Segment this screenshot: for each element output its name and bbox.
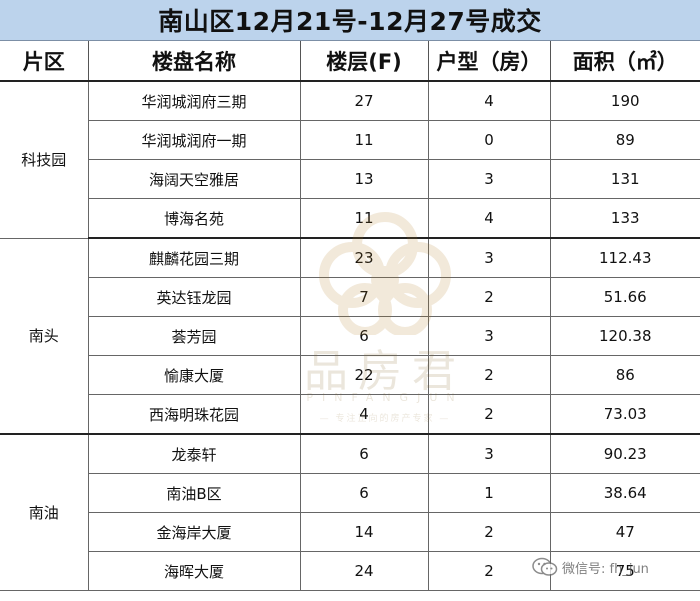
project-cell: 华润城润府三期	[88, 81, 301, 121]
rooms-cell: 2	[428, 551, 551, 591]
rooms-cell: 2	[428, 355, 551, 395]
rooms-cell: 2	[428, 394, 551, 435]
project-cell: 金海岸大厦	[88, 512, 301, 552]
rooms-cell: 3	[428, 159, 551, 199]
rooms-cell: 3	[428, 316, 551, 356]
rooms-cell: 2	[428, 512, 551, 552]
size-cell: 190	[550, 81, 700, 121]
project-cell: 南油B区	[88, 473, 301, 513]
table-row: 海阔天空雅居 13 3 131	[0, 159, 700, 199]
wechat-label: 微信号: fh_jun	[562, 561, 649, 577]
district-cell: 科技园	[0, 81, 89, 239]
size-cell: 133	[550, 198, 700, 239]
table-row: 荟芳园 6 3 120.38	[0, 316, 700, 356]
floor-cell: 23	[300, 238, 429, 278]
rooms-cell: 3	[428, 238, 551, 278]
project-cell: 华润城润府一期	[88, 120, 301, 160]
project-cell: 龙泰轩	[88, 434, 301, 474]
table-row: 西海明珠花园 4 2 73.03	[0, 394, 700, 435]
rooms-cell: 4	[428, 81, 551, 121]
table-row: 华润城润府一期 11 0 89	[0, 120, 700, 160]
header-rooms: 户型（房）	[428, 41, 551, 82]
district-cell: 南油	[0, 434, 89, 591]
header-floor: 楼层(F)	[300, 41, 429, 82]
project-cell: 麒麟花园三期	[88, 238, 301, 278]
floor-cell: 22	[300, 355, 429, 395]
table-row: 南油B区 6 1 38.64	[0, 473, 700, 513]
project-cell: 英达钰龙园	[88, 277, 301, 317]
floor-cell: 7	[300, 277, 429, 317]
rooms-cell: 1	[428, 473, 551, 513]
header-size: 面积（㎡）	[550, 41, 700, 82]
floor-cell: 11	[300, 198, 429, 239]
floor-cell: 27	[300, 81, 429, 121]
rooms-cell: 4	[428, 198, 551, 239]
table-row: 愉康大厦 22 2 86	[0, 355, 700, 395]
project-cell: 荟芳园	[88, 316, 301, 356]
floor-cell: 11	[300, 120, 429, 160]
size-cell: 73.03	[550, 394, 700, 435]
size-cell: 90.23	[550, 434, 700, 474]
project-cell: 博海名苑	[88, 198, 301, 239]
table-row: 南油 龙泰轩 6 3 90.23	[0, 434, 700, 591]
wechat-icon	[532, 557, 558, 576]
rooms-cell: 2	[428, 277, 551, 317]
district-cell: 南头	[0, 238, 89, 435]
floor-cell: 6	[300, 434, 429, 474]
header-row: 片区 楼盘名称 楼层(F) 户型（房） 面积（㎡）	[0, 41, 700, 82]
size-cell: 112.43	[550, 238, 700, 278]
project-cell: 海阔天空雅居	[88, 159, 301, 199]
project-cell: 西海明珠花园	[88, 394, 301, 435]
wechat-overlay: 微信号: fh_jun	[532, 556, 649, 578]
project-cell: 海晖大厦	[88, 551, 301, 591]
size-cell: 75	[550, 551, 700, 591]
table-row: 南头 麒麟花园三期 23 3 112.43	[0, 238, 700, 435]
table-row: 科技园 华润城润府三期 27 4 190	[0, 81, 700, 239]
header-district: 片区	[0, 41, 89, 82]
table-row: 博海名苑 11 4 133	[0, 198, 700, 239]
rooms-cell: 3	[428, 434, 551, 474]
transaction-table: 片区 楼盘名称 楼层(F) 户型（房） 面积（㎡） 科技园 华润城润府三期 27…	[0, 41, 700, 591]
table-row: 金海岸大厦 14 2 47	[0, 512, 700, 552]
floor-cell: 14	[300, 512, 429, 552]
size-cell: 38.64	[550, 473, 700, 513]
size-cell: 47	[550, 512, 700, 552]
table-row: 海晖大厦 24 2 75	[0, 551, 700, 591]
size-cell: 86	[550, 355, 700, 395]
size-cell: 120.38	[550, 316, 700, 356]
floor-cell: 6	[300, 473, 429, 513]
floor-cell: 13	[300, 159, 429, 199]
table-title: 南山区12月21号-12月27号成交	[0, 0, 700, 41]
project-cell: 愉康大厦	[88, 355, 301, 395]
header-project: 楼盘名称	[88, 41, 301, 82]
size-cell: 51.66	[550, 277, 700, 317]
floor-cell: 6	[300, 316, 429, 356]
floor-cell: 24	[300, 551, 429, 591]
floor-cell: 4	[300, 394, 429, 435]
table-row: 英达钰龙园 7 2 51.66	[0, 277, 700, 317]
size-cell: 89	[550, 120, 700, 160]
rooms-cell: 0	[428, 120, 551, 160]
size-cell: 131	[550, 159, 700, 199]
